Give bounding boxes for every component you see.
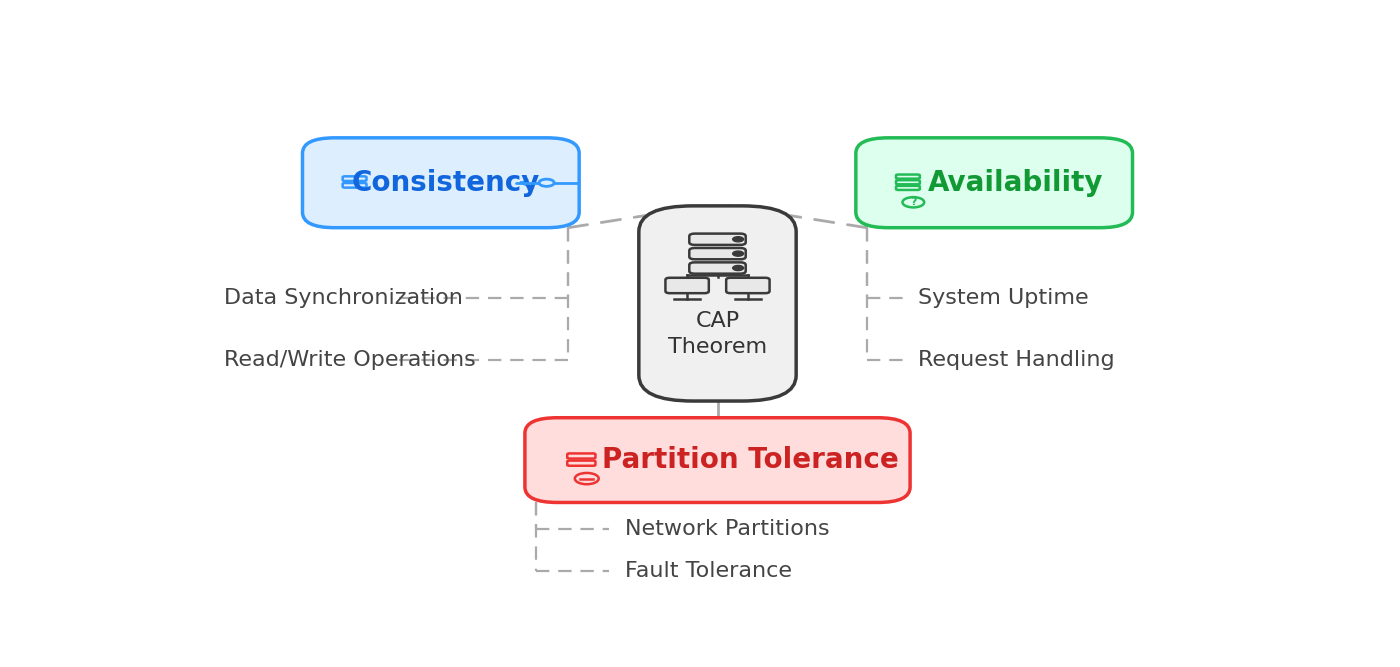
Text: System Uptime: System Uptime <box>918 288 1089 308</box>
Text: Read/Write Operations: Read/Write Operations <box>224 350 476 370</box>
FancyBboxPatch shape <box>689 248 746 259</box>
FancyBboxPatch shape <box>896 186 920 190</box>
FancyBboxPatch shape <box>896 180 920 184</box>
FancyBboxPatch shape <box>567 454 595 458</box>
Circle shape <box>903 197 924 207</box>
Text: Availability: Availability <box>928 169 1103 197</box>
FancyBboxPatch shape <box>343 183 367 187</box>
FancyBboxPatch shape <box>727 277 770 293</box>
FancyBboxPatch shape <box>343 176 367 181</box>
FancyBboxPatch shape <box>567 461 595 466</box>
Text: Network Partitions: Network Partitions <box>626 520 830 540</box>
Circle shape <box>732 237 743 242</box>
FancyBboxPatch shape <box>896 175 920 179</box>
FancyBboxPatch shape <box>525 418 910 502</box>
FancyBboxPatch shape <box>855 138 1133 227</box>
Circle shape <box>732 265 743 271</box>
Text: Data Synchronization: Data Synchronization <box>224 288 462 308</box>
Circle shape <box>539 179 554 186</box>
FancyBboxPatch shape <box>638 206 797 401</box>
FancyBboxPatch shape <box>689 262 746 273</box>
Text: Fault Tolerance: Fault Tolerance <box>626 560 792 580</box>
Text: Partition Tolerance: Partition Tolerance <box>602 446 899 474</box>
FancyBboxPatch shape <box>689 233 746 245</box>
Text: Request Handling: Request Handling <box>918 350 1114 370</box>
FancyBboxPatch shape <box>302 138 580 227</box>
Text: ?: ? <box>910 197 917 207</box>
Text: CAP
Theorem: CAP Theorem <box>668 311 767 358</box>
FancyBboxPatch shape <box>665 277 708 293</box>
Circle shape <box>575 473 599 484</box>
Text: Consistency: Consistency <box>351 169 540 197</box>
Circle shape <box>732 251 743 256</box>
